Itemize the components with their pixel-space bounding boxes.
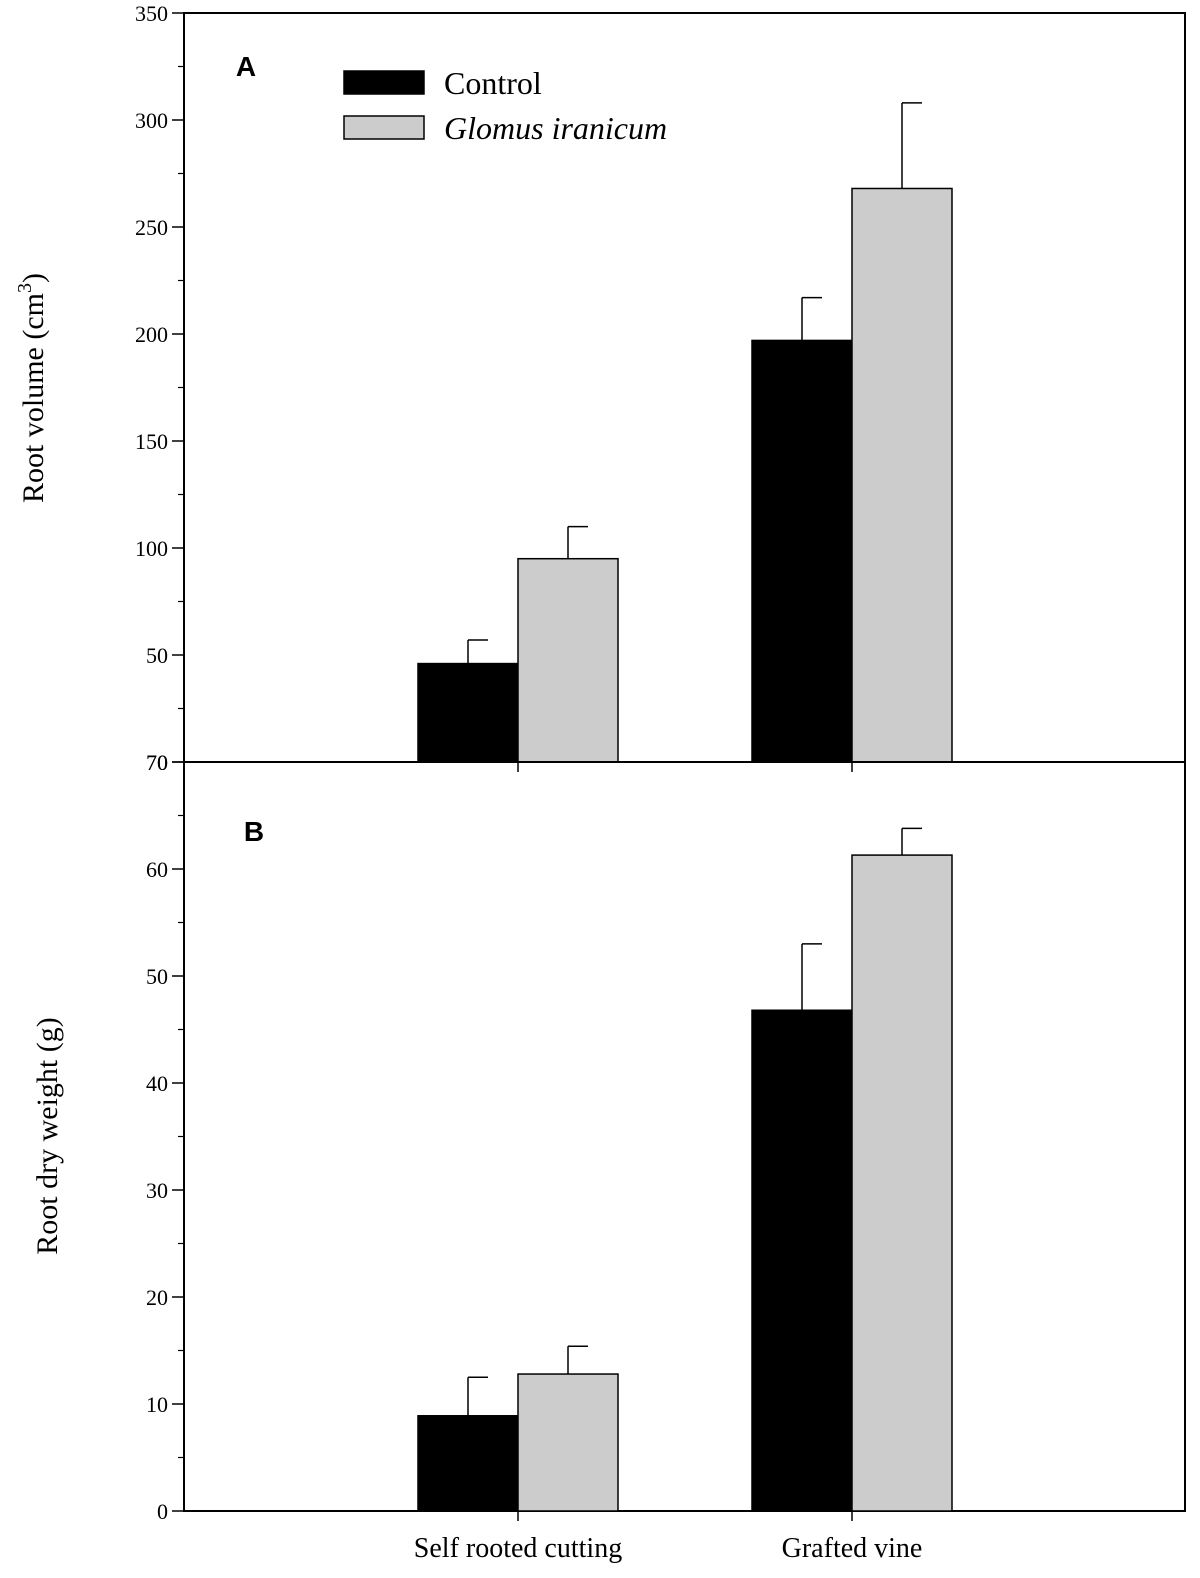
panel-b-y-tick-label: 40 <box>146 1071 168 1096</box>
legend-label-glomus: Glomus iranicum <box>444 110 667 146</box>
panel-a-y-tick-label: 250 <box>135 215 168 240</box>
panel-a-bar <box>851 187 953 763</box>
panel-a-y-tick-label: 100 <box>135 536 168 561</box>
panel-b-y-tick-label: 20 <box>146 1285 168 1310</box>
panel-a-y-tick-label: 200 <box>135 322 168 347</box>
panel-b-category-label: Grafted vine <box>782 1533 923 1564</box>
panel-a: A Root volume (cm3) 70 50 100 150 200 250 300 3… <box>14 1 1186 775</box>
legend: Control Glomus iranicum <box>343 65 667 146</box>
panel-a-y-tick-label: 50 <box>146 643 168 668</box>
panel-b-bar <box>517 1373 619 1512</box>
panel-b-y-tick-label: 70 <box>146 750 168 775</box>
panel-b-y-axis-title: Root dry weight (g) <box>31 1017 64 1254</box>
panel-b-bars <box>417 827 953 1521</box>
panel-b-y-tick-label: 30 <box>146 1178 168 1203</box>
panel-a-y-ticks: 70 50 100 150 200 250 300 350 <box>135 1 184 775</box>
panel-b-category-label: Self rooted cutting <box>414 1533 622 1564</box>
panel-a-y-axis-title: Root volume (cm3) <box>14 273 50 503</box>
panel-a-y-tick-label: 300 <box>135 108 168 133</box>
panel-b-y-tick-label: 60 <box>146 857 168 882</box>
panel-a-y-tick-label: 350 <box>135 1 168 26</box>
panel-a-frame <box>183 12 1186 763</box>
panel-a-bars <box>417 102 953 772</box>
panel-a-y-tick-label: 70 <box>146 750 168 775</box>
legend-label-control: Control <box>444 65 542 101</box>
panel-b: B Root dry weight (g) 0 10 20 30 40 50 60 70 Se… <box>31 750 1186 1564</box>
panel-b-category-labels: Self rooted cutting Grafted vine <box>414 1533 923 1564</box>
panel-a-bar <box>417 662 519 763</box>
panel-a-bar <box>751 339 853 763</box>
panel-b-bar <box>751 1009 853 1512</box>
panel-b-bar <box>851 854 953 1512</box>
panel-a-letter: A <box>236 51 256 82</box>
panel-b-frame <box>183 761 1186 1512</box>
panel-b-y-tick-label: 10 <box>146 1392 168 1417</box>
panel-b-y-ticks: 0 10 20 30 40 50 60 70 <box>146 750 184 1524</box>
panel-b-letter: B <box>244 816 264 847</box>
panel-b-y-tick-label: 50 <box>146 964 168 989</box>
legend-swatch-control <box>343 70 425 95</box>
panel-a-bar <box>517 557 619 763</box>
panel-a-y-tick-label: 150 <box>135 429 168 454</box>
legend-swatch-glomus <box>343 115 425 140</box>
panel-b-y-tick-label: 0 <box>157 1499 168 1524</box>
panel-b-bar <box>417 1415 519 1512</box>
